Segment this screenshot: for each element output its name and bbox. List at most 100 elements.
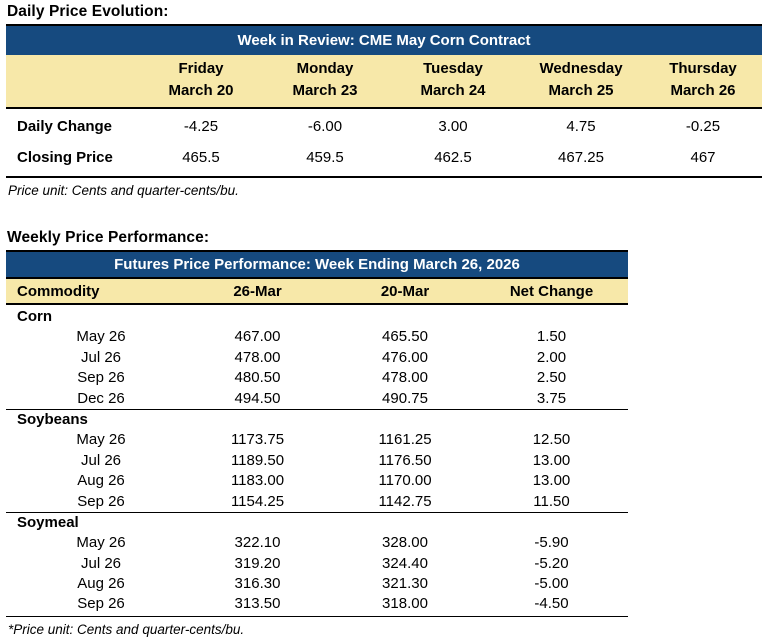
weekly-table-header-row: Commodity 26-Mar 20-Mar Net Change bbox=[6, 279, 628, 305]
day-name: Friday bbox=[178, 60, 224, 77]
contract-month: Jul 26 bbox=[80, 348, 122, 366]
daily-table-body: Daily Change -4.25 -6.00 3.00 4.75 -0.25… bbox=[6, 109, 762, 178]
price-26mar: 316.30 bbox=[234, 575, 281, 593]
contract-month: Sep 26 bbox=[77, 595, 125, 613]
price-26mar: 494.50 bbox=[234, 389, 281, 407]
price-20mar: 1176.50 bbox=[378, 451, 432, 469]
contract-row: Sep 26 480.50 478.00 2.50 bbox=[6, 368, 628, 388]
contract-row: Sep 26 1154.25 1142.75 11.50 bbox=[6, 492, 628, 512]
value-cell: 462.5 bbox=[434, 149, 472, 166]
net-change: 13.00 bbox=[532, 472, 571, 490]
value-cell: 4.75 bbox=[566, 118, 596, 135]
net-change: 3.75 bbox=[536, 389, 567, 407]
net-change: 11.50 bbox=[533, 492, 570, 510]
column-header-tuesday: Tuesday March 24 bbox=[388, 58, 518, 102]
price-20mar: 318.00 bbox=[382, 595, 428, 613]
daily-table-title: Week in Review: CME May Corn Contract bbox=[6, 26, 762, 55]
value-cell: 3.00 bbox=[438, 118, 468, 135]
contract-month: Sep 26 bbox=[77, 369, 125, 387]
commodity-group-corn: Corn May 26 467.00 465.50 1.50 Jul 26 47… bbox=[6, 307, 628, 409]
price-20mar: 1170.00 bbox=[378, 472, 432, 490]
day-date: March 24 bbox=[420, 82, 486, 99]
price-20mar: 490.75 bbox=[382, 389, 428, 407]
contract-month: Dec 26 bbox=[77, 389, 125, 407]
commodity-group-soybeans: Soybeans May 26 1173.75 1161.25 12.50 Ju… bbox=[6, 408, 628, 512]
group-name: Soymeal bbox=[17, 513, 79, 531]
section-spacer bbox=[6, 198, 771, 229]
day-date: March 25 bbox=[548, 82, 614, 99]
price-26mar: 480.50 bbox=[234, 369, 281, 387]
price-20mar: 1161.25 bbox=[378, 431, 432, 449]
weekly-table-title: Futures Price Performance: Week Ending M… bbox=[6, 252, 628, 279]
contract-month: Aug 26 bbox=[77, 575, 125, 593]
net-change: -5.00 bbox=[534, 575, 569, 593]
value-cell: -0.25 bbox=[685, 118, 721, 135]
contract-month: Jul 26 bbox=[80, 451, 122, 469]
commodity-column-header: Commodity bbox=[17, 283, 100, 300]
day-name: Wednesday bbox=[539, 60, 623, 77]
contract-row: May 26 467.00 465.50 1.50 bbox=[6, 327, 628, 347]
contract-month: May 26 bbox=[76, 431, 126, 449]
price-26mar: 322.10 bbox=[234, 534, 281, 552]
price-20mar: 328.00 bbox=[382, 534, 428, 552]
price-26mar: 319.20 bbox=[234, 554, 281, 572]
contract-row: Dec 26 494.50 490.75 3.75 bbox=[6, 389, 628, 409]
column-header-thursday: Thursday March 26 bbox=[644, 58, 762, 102]
net-change: -4.50 bbox=[534, 595, 569, 613]
weekly-table-body: Corn May 26 467.00 465.50 1.50 Jul 26 47… bbox=[6, 305, 628, 617]
price-26mar: 313.50 bbox=[234, 595, 281, 613]
price-20mar: 465.50 bbox=[382, 328, 428, 346]
value-cell: -4.25 bbox=[183, 118, 219, 135]
price-20mar: 1142.75 bbox=[378, 492, 432, 510]
weekly-price-table: Futures Price Performance: Week Ending M… bbox=[6, 250, 628, 617]
empty-corner-cell bbox=[6, 58, 140, 102]
contract-month: Jul 26 bbox=[80, 554, 122, 572]
price-20mar: 324.40 bbox=[382, 554, 428, 572]
contract-row: Aug 26 1183.00 1170.00 13.00 bbox=[6, 471, 628, 491]
date-column-header-26mar: 26-Mar bbox=[233, 283, 282, 300]
contract-month: Sep 26 bbox=[77, 492, 125, 510]
daily-table-header-row: Friday March 20 Monday March 23 Tuesday … bbox=[6, 55, 762, 109]
price-20mar: 476.00 bbox=[382, 348, 428, 366]
day-date: March 23 bbox=[292, 82, 358, 99]
daily-price-unit-footnote: Price unit: Cents and quarter-cents/bu. bbox=[8, 183, 239, 198]
net-change: 13.00 bbox=[532, 451, 571, 469]
column-header-wednesday: Wednesday March 25 bbox=[518, 58, 644, 102]
row-label: Closing Price bbox=[17, 149, 113, 166]
price-26mar: 478.00 bbox=[234, 348, 281, 366]
closing-price-row: Closing Price 465.5 459.5 462.5 467.25 4… bbox=[6, 142, 762, 173]
price-26mar: 467.00 bbox=[234, 328, 281, 346]
contract-row: May 26 1173.75 1161.25 12.50 bbox=[6, 430, 628, 450]
contract-row: Jul 26 478.00 476.00 2.00 bbox=[6, 348, 628, 368]
value-cell: 467 bbox=[690, 149, 716, 166]
value-cell: 459.5 bbox=[306, 149, 344, 166]
column-header-friday: Friday March 20 bbox=[140, 58, 262, 102]
daily-price-evolution-heading: Daily Price Evolution: bbox=[7, 3, 169, 20]
weekly-price-performance-heading: Weekly Price Performance: bbox=[7, 229, 210, 246]
net-change: 1.50 bbox=[536, 328, 567, 346]
value-cell: 465.5 bbox=[182, 149, 220, 166]
contract-month: May 26 bbox=[76, 328, 126, 346]
net-change: -5.90 bbox=[534, 534, 569, 552]
day-name: Thursday bbox=[669, 60, 737, 77]
price-20mar: 478.00 bbox=[382, 369, 428, 387]
group-name: Soybeans bbox=[17, 410, 88, 428]
net-change-column-header: Net Change bbox=[509, 283, 594, 300]
net-change: 2.00 bbox=[536, 348, 567, 366]
day-name: Tuesday bbox=[423, 60, 483, 77]
contract-row: Aug 26 316.30 321.30 -5.00 bbox=[6, 574, 628, 594]
contract-month: Aug 26 bbox=[77, 472, 125, 490]
daily-price-table: Week in Review: CME May Corn Contract Fr… bbox=[6, 24, 762, 178]
contract-month: May 26 bbox=[76, 534, 126, 552]
price-26mar: 1173.75 bbox=[230, 431, 285, 449]
value-cell: 467.25 bbox=[558, 149, 604, 166]
price-26mar: 1154.25 bbox=[230, 492, 285, 510]
price-26mar: 1183.00 bbox=[230, 472, 285, 490]
net-change: 12.50 bbox=[532, 431, 571, 449]
price-26mar: 1189.50 bbox=[230, 451, 285, 469]
net-change: -5.20 bbox=[534, 554, 569, 572]
value-cell: -6.00 bbox=[307, 118, 343, 135]
contract-row: Jul 26 1189.50 1176.50 13.00 bbox=[6, 451, 628, 471]
daily-change-row: Daily Change -4.25 -6.00 3.00 4.75 -0.25 bbox=[6, 111, 762, 142]
